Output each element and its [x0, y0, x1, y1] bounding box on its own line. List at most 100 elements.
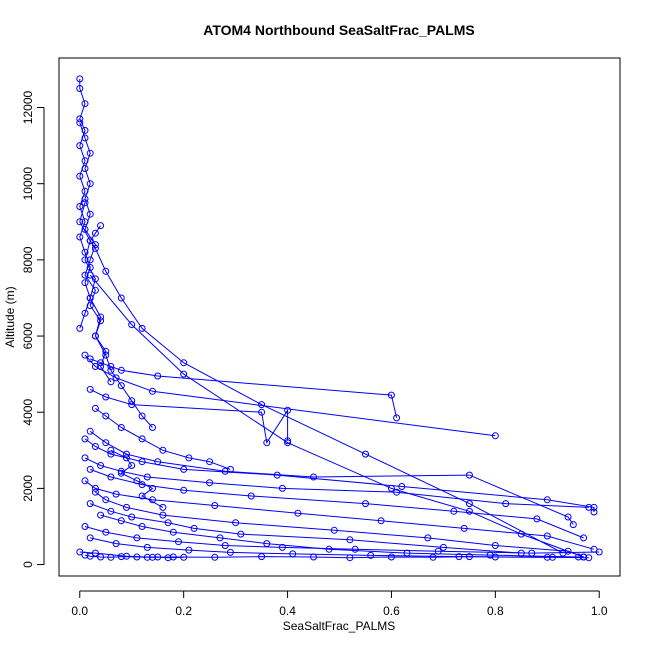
data-point	[91, 484, 99, 492]
data-point	[247, 492, 255, 500]
data-point	[102, 412, 110, 420]
data-point	[263, 439, 271, 447]
data-point	[133, 534, 141, 542]
data-point	[81, 271, 89, 279]
data-point	[112, 374, 120, 382]
data-point	[325, 545, 333, 553]
data-point	[164, 554, 172, 562]
data-point	[86, 534, 94, 542]
data-point	[434, 547, 442, 555]
data-point	[190, 524, 198, 532]
data-point	[76, 324, 84, 332]
data-point	[107, 507, 115, 515]
data-point	[226, 548, 234, 556]
data-point	[367, 551, 375, 559]
data-point	[76, 172, 84, 180]
data-point	[81, 454, 89, 462]
data-point	[86, 237, 94, 245]
data-point	[211, 502, 219, 509]
data-point	[346, 554, 354, 562]
data-point	[543, 553, 551, 561]
data-point	[491, 432, 499, 440]
data-point	[138, 324, 146, 332]
y-tick-label: 0	[21, 561, 35, 568]
data-point	[86, 500, 94, 508]
series-line	[84, 480, 595, 550]
data-point	[97, 462, 105, 469]
data-point	[159, 511, 167, 519]
y-tick-label: 8000	[21, 246, 35, 273]
data-point	[310, 553, 317, 561]
data-point	[595, 548, 603, 556]
data-point	[533, 515, 541, 523]
data-point	[102, 393, 110, 401]
data-point	[216, 534, 224, 542]
data-point	[91, 404, 99, 412]
data-point	[138, 412, 146, 420]
data-point	[258, 408, 266, 416]
y-tick-label: 10000	[21, 167, 35, 201]
data-point	[429, 553, 437, 561]
data-point	[278, 484, 286, 492]
data-point	[393, 414, 401, 422]
data-point	[97, 553, 105, 561]
data-point	[491, 553, 499, 561]
data-point	[76, 203, 84, 210]
y-axis-label: Altitude (m)	[3, 286, 17, 347]
series-17	[81, 551, 188, 562]
data-point	[580, 553, 588, 561]
data-point	[97, 222, 105, 230]
data-point	[143, 543, 151, 551]
data-point	[237, 530, 245, 538]
series-line	[84, 526, 600, 554]
data-point	[528, 549, 536, 557]
data-point	[175, 538, 182, 546]
data-point	[81, 435, 89, 443]
series-3	[86, 355, 401, 422]
series-layer	[76, 75, 603, 562]
data-point	[81, 100, 89, 108]
x-tick-label: 0.0	[71, 604, 88, 618]
data-point	[107, 378, 115, 386]
data-point	[86, 256, 94, 264]
data-point	[465, 500, 473, 508]
data-point	[185, 546, 193, 554]
data-point	[590, 503, 598, 511]
data-point	[310, 473, 317, 481]
data-point	[180, 359, 188, 367]
series-line	[89, 274, 584, 558]
data-point	[86, 385, 94, 393]
x-tick-label: 1.0	[591, 604, 608, 618]
data-point	[559, 549, 567, 557]
data-point	[123, 503, 130, 511]
data-point	[284, 439, 292, 447]
data-point	[117, 469, 125, 477]
data-point	[86, 427, 94, 435]
data-point	[86, 149, 94, 157]
x-tick-label: 0.6	[383, 604, 400, 618]
data-point	[91, 363, 99, 370]
data-point	[351, 545, 359, 553]
data-point	[117, 553, 125, 561]
data-point	[76, 548, 84, 556]
data-point	[76, 85, 84, 92]
data-point	[143, 473, 151, 481]
series-18	[86, 222, 567, 557]
data-point	[159, 503, 167, 511]
data-point	[107, 450, 115, 458]
data-point	[138, 435, 146, 443]
data-point	[154, 458, 162, 466]
data-point	[102, 496, 110, 504]
data-point	[278, 543, 286, 551]
data-point	[424, 534, 432, 542]
series-7	[86, 427, 577, 529]
data-point	[580, 534, 588, 542]
data-point	[180, 553, 188, 561]
data-point	[517, 530, 525, 538]
data-point	[91, 488, 99, 496]
series-line	[89, 430, 574, 525]
data-point	[138, 458, 146, 466]
data-point	[585, 554, 593, 562]
data-point	[465, 507, 473, 515]
chart-title: ATOM4 Northbound SeaSaltFrac_PALMS	[203, 22, 474, 38]
